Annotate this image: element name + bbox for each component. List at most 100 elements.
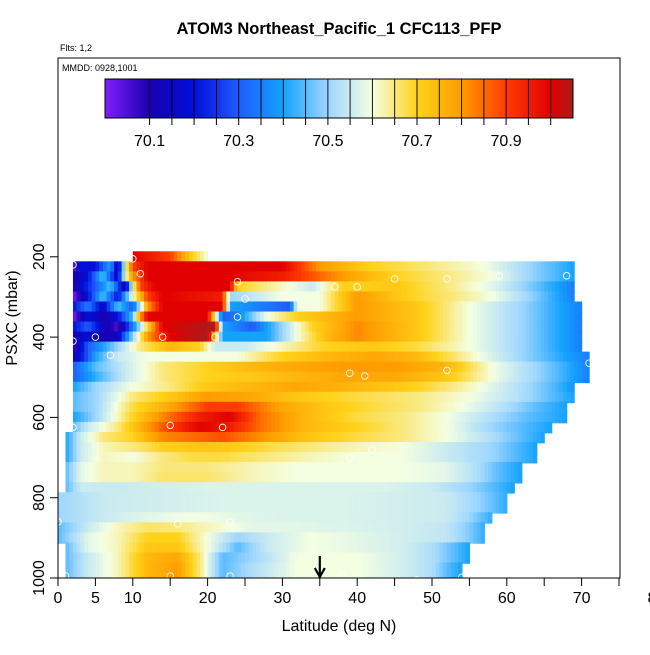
heatmap-cell — [233, 381, 239, 394]
heatmap-cell — [129, 472, 134, 484]
heatmap-cell — [144, 311, 149, 323]
latitude-marker — [313, 556, 326, 580]
heatmap-cell — [211, 452, 216, 464]
heatmap-cell — [293, 542, 298, 554]
heatmap-cell — [499, 301, 504, 313]
heatmap-cell — [65, 512, 70, 524]
heatmap-cell — [413, 281, 418, 293]
heatmap-cell — [353, 522, 358, 534]
heatmap-cell — [241, 421, 246, 434]
heatmap-row — [65, 552, 470, 564]
heatmap-cell — [155, 492, 160, 504]
heatmap-cell — [211, 421, 216, 434]
heatmap-cell — [267, 311, 272, 323]
heatmap-cell — [319, 271, 325, 283]
heatmap-cell — [80, 442, 85, 454]
heatmap-cell — [521, 331, 527, 343]
heatmap-cell — [387, 351, 392, 364]
heatmap-cell — [417, 291, 422, 303]
heatmap-cell — [121, 482, 126, 494]
heatmap-cell — [147, 401, 153, 414]
heatmap-cell — [518, 291, 523, 303]
heatmap-cell — [495, 261, 500, 273]
heatmap-cell — [117, 542, 123, 554]
heatmap-cell — [248, 572, 254, 578]
heatmap-cell — [170, 301, 175, 313]
heatmap-cell — [117, 331, 123, 343]
heatmap-cell — [484, 502, 489, 514]
heatmap-cell — [435, 261, 441, 273]
heatmap-cell — [417, 351, 422, 364]
heatmap-cell — [402, 411, 407, 424]
heatmap-cell — [327, 321, 332, 333]
heatmap-cell — [454, 421, 459, 434]
heatmap-cell — [327, 271, 332, 283]
heatmap-cell — [110, 572, 115, 578]
heatmap-cell — [185, 411, 190, 424]
heatmap-cell — [349, 401, 355, 414]
heatmap-cell — [420, 512, 426, 524]
heatmap-cell — [252, 462, 257, 474]
heatmap-cell — [147, 381, 153, 394]
heatmap-cell — [316, 261, 321, 273]
heatmap-cell — [435, 311, 441, 323]
heatmap-cell — [424, 552, 429, 564]
heatmap-cell — [76, 492, 82, 504]
heatmap-cell — [446, 452, 452, 464]
heatmap-cell — [218, 482, 224, 494]
heatmap-cell — [293, 311, 298, 323]
heatmap-cell — [248, 321, 254, 333]
heatmap-cell — [177, 351, 183, 364]
heatmap-cell — [473, 512, 478, 524]
heatmap-cell — [405, 391, 411, 404]
heatmap-cell — [200, 562, 205, 574]
heatmap-cell — [491, 492, 497, 504]
heatmap-cell — [304, 351, 310, 364]
heatmap-cell — [323, 482, 328, 494]
heatmap-cell — [282, 401, 287, 414]
heatmap-cell — [551, 261, 557, 273]
heatmap-cell — [203, 391, 209, 404]
heatmap-cell — [331, 472, 336, 484]
heatmap-cell — [203, 542, 209, 554]
heatmap-cell — [173, 522, 179, 534]
heatmap-cell — [188, 311, 194, 323]
heatmap-cell — [420, 522, 426, 534]
heatmap-cell — [424, 562, 429, 574]
heatmap-cell — [84, 532, 89, 544]
heatmap-cell — [446, 462, 452, 474]
heatmap-cell — [491, 442, 497, 454]
heatmap-cell — [241, 522, 246, 534]
heatmap-cell — [480, 522, 485, 534]
heatmap-cell — [319, 442, 325, 454]
heatmap-cell — [151, 522, 156, 534]
heatmap-cell — [237, 321, 242, 333]
heatmap-cell — [394, 462, 399, 474]
heatmap-cell — [518, 371, 523, 384]
heatmap-cell — [158, 301, 164, 313]
heatmap-cell — [80, 492, 85, 504]
heatmap-cell — [514, 361, 519, 374]
heatmap-cell — [144, 572, 149, 578]
heatmap-cell — [297, 371, 302, 384]
heatmap-row — [65, 542, 470, 554]
heatmap-cell — [420, 321, 426, 333]
heatmap-cell — [319, 562, 325, 574]
heatmap-cell — [334, 281, 340, 293]
heatmap-cell — [465, 522, 470, 534]
heatmap-cell — [121, 291, 126, 303]
heatmap-cell — [263, 271, 269, 283]
heatmap-cell — [207, 381, 212, 394]
heatmap-cell — [323, 532, 328, 544]
heatmap-cell — [372, 431, 377, 444]
heatmap-cell — [91, 421, 96, 434]
heatmap-cell — [383, 301, 388, 313]
heatmap-cell — [424, 411, 429, 424]
heatmap-cell — [562, 361, 568, 374]
heatmap-cell — [551, 331, 557, 343]
heatmap-cell — [342, 552, 347, 564]
heatmap-cell — [536, 271, 542, 283]
heatmap-cell — [334, 381, 340, 394]
heatmap-cell — [151, 261, 156, 273]
